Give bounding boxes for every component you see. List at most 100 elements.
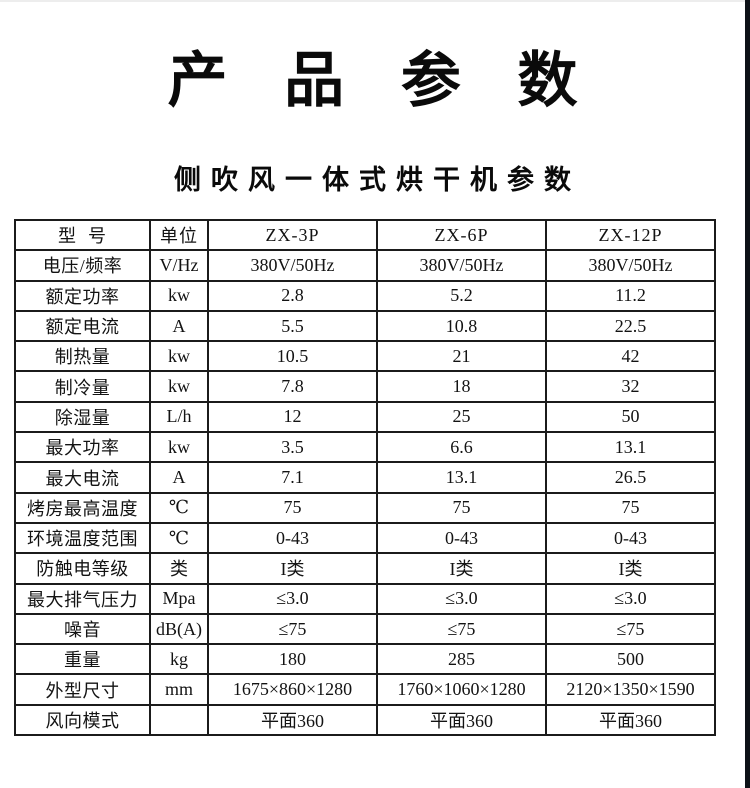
spec-value: 75 — [376, 491, 547, 524]
spec-value: 75 — [207, 491, 378, 524]
spec-value: 26.5 — [545, 461, 716, 494]
spec-label: 制热量 — [14, 340, 151, 373]
spec-value: 180 — [207, 643, 378, 676]
right-edge-strip — [745, 0, 750, 788]
spec-unit: A — [149, 309, 209, 343]
spec-value: 380V/50Hz — [545, 249, 716, 282]
spec-unit: Mpa — [149, 582, 209, 615]
spec-value: I类 — [376, 552, 547, 585]
table-row: 最大电流 A 7.1 13.1 26.5 — [14, 461, 716, 494]
spec-label: 最大排气压力 — [14, 582, 151, 615]
spec-value: 1675×860×1280 — [207, 673, 378, 706]
column-header-0: 型 号 — [14, 218, 151, 252]
spec-value: 22.5 — [545, 309, 716, 343]
spec-label: 重量 — [14, 643, 151, 676]
spec-value: ≤75 — [207, 612, 378, 646]
spec-unit: ℃ — [149, 521, 209, 555]
spec-unit: mm — [149, 673, 209, 706]
spec-label: 额定电流 — [14, 309, 151, 343]
spec-label: 噪音 — [14, 612, 151, 646]
spec-value: ≤3.0 — [376, 582, 547, 615]
spec-value: 380V/50Hz — [376, 249, 547, 282]
spec-value: 2120×1350×1590 — [545, 673, 716, 706]
spec-unit: dB(A) — [149, 612, 209, 646]
spec-value: 2.8 — [207, 279, 378, 312]
spec-label: 最大功率 — [14, 431, 151, 464]
spec-value: ≤3.0 — [207, 582, 378, 615]
spec-value: 380V/50Hz — [207, 249, 378, 282]
spec-value: 5.2 — [376, 279, 547, 312]
spec-value: 10.8 — [376, 309, 547, 343]
spec-label: 除湿量 — [14, 400, 151, 434]
spec-value: 21 — [376, 340, 547, 373]
column-header-1: 单位 — [149, 218, 209, 252]
table-row: 额定功率 kw 2.8 5.2 11.2 — [14, 279, 716, 312]
spec-value: 0-43 — [545, 521, 716, 555]
spec-unit: L/h — [149, 400, 209, 434]
spec-unit: kw — [149, 370, 209, 403]
table-row: 烤房最高温度 ℃ 75 75 75 — [14, 491, 716, 524]
table-row: 额定电流 A 5.5 10.8 22.5 — [14, 309, 716, 343]
top-edge-line — [0, 0, 750, 2]
spec-value: 10.5 — [207, 340, 378, 373]
spec-value: ≤3.0 — [545, 582, 716, 615]
spec-value: 7.1 — [207, 461, 378, 494]
column-header-4: ZX-12P — [545, 218, 716, 252]
spec-label: 额定功率 — [14, 279, 151, 312]
spec-label: 外型尺寸 — [14, 673, 151, 706]
spec-value: 平面360 — [545, 703, 716, 737]
spec-value: ≤75 — [376, 612, 547, 646]
table-row: 最大排气压力 Mpa ≤3.0 ≤3.0 ≤3.0 — [14, 582, 716, 615]
spec-label: 风向模式 — [14, 703, 151, 737]
spec-value: 13.1 — [545, 431, 716, 464]
table-row: 最大功率 kw 3.5 6.6 13.1 — [14, 431, 716, 464]
spec-value: 3.5 — [207, 431, 378, 464]
spec-value: 平面360 — [207, 703, 378, 737]
spec-unit: kw — [149, 431, 209, 464]
spec-value: 500 — [545, 643, 716, 676]
table-row: 制热量 kw 10.5 21 42 — [14, 340, 716, 373]
spec-value: 32 — [545, 370, 716, 403]
table-row: 风向模式 平面360 平面360 平面360 — [14, 703, 716, 737]
spec-table: 型 号单位 ZX-3P ZX-6P ZX-12P 电压/频率 V/Hz 380V/50Hz… — [14, 218, 716, 737]
page-title: 产 品 参 数 — [167, 47, 598, 114]
spec-value: 285 — [376, 643, 547, 676]
spec-value: 12 — [207, 400, 378, 434]
spec-value: I类 — [545, 552, 716, 585]
table-row: 外型尺寸 mm 1675×860×1280 1760×1060×1280 2120×13… — [14, 673, 716, 706]
spec-label: 制冷量 — [14, 370, 151, 403]
spec-unit: V/Hz — [149, 249, 209, 282]
spec-unit: 类 — [149, 552, 209, 585]
page-subtitle: 侧吹风一体式烘干机参数 — [174, 165, 581, 195]
spec-value: 0-43 — [376, 521, 547, 555]
table-row: 制冷量 kw 7.8 18 32 — [14, 370, 716, 403]
spec-value: 6.6 — [376, 431, 547, 464]
table-row: 防触电等级类 I类 I类 I类 — [14, 552, 716, 585]
spec-value: 18 — [376, 370, 547, 403]
table-row: 重量 kg 180 285 500 — [14, 643, 716, 676]
spec-value: I类 — [207, 552, 378, 585]
spec-unit: kw — [149, 279, 209, 312]
spec-unit — [149, 703, 209, 737]
spec-value: 平面360 — [376, 703, 547, 737]
table-row: 噪音 dB(A) ≤75 ≤75 ≤75 — [14, 612, 716, 646]
spec-label: 烤房最高温度 — [14, 491, 151, 524]
spec-value: 50 — [545, 400, 716, 434]
spec-value: 1760×1060×1280 — [376, 673, 547, 706]
spec-value: 5.5 — [207, 309, 378, 343]
spec-unit: kw — [149, 340, 209, 373]
spec-label: 防触电等级 — [14, 552, 151, 585]
spec-value: 25 — [376, 400, 547, 434]
column-header-3: ZX-6P — [376, 218, 547, 252]
spec-label: 最大电流 — [14, 461, 151, 494]
spec-unit: kg — [149, 643, 209, 676]
spec-unit: ℃ — [149, 491, 209, 524]
spec-value: ≤75 — [545, 612, 716, 646]
spec-label: 电压/频率 — [14, 249, 151, 282]
table-row: 电压/频率 V/Hz 380V/50Hz 380V/50Hz 380V/50Hz — [14, 249, 716, 282]
spec-value: 13.1 — [376, 461, 547, 494]
header-row: 型 号单位 ZX-3P ZX-6P ZX-12P — [14, 218, 716, 252]
spec-value: 75 — [545, 491, 716, 524]
spec-unit: A — [149, 461, 209, 494]
